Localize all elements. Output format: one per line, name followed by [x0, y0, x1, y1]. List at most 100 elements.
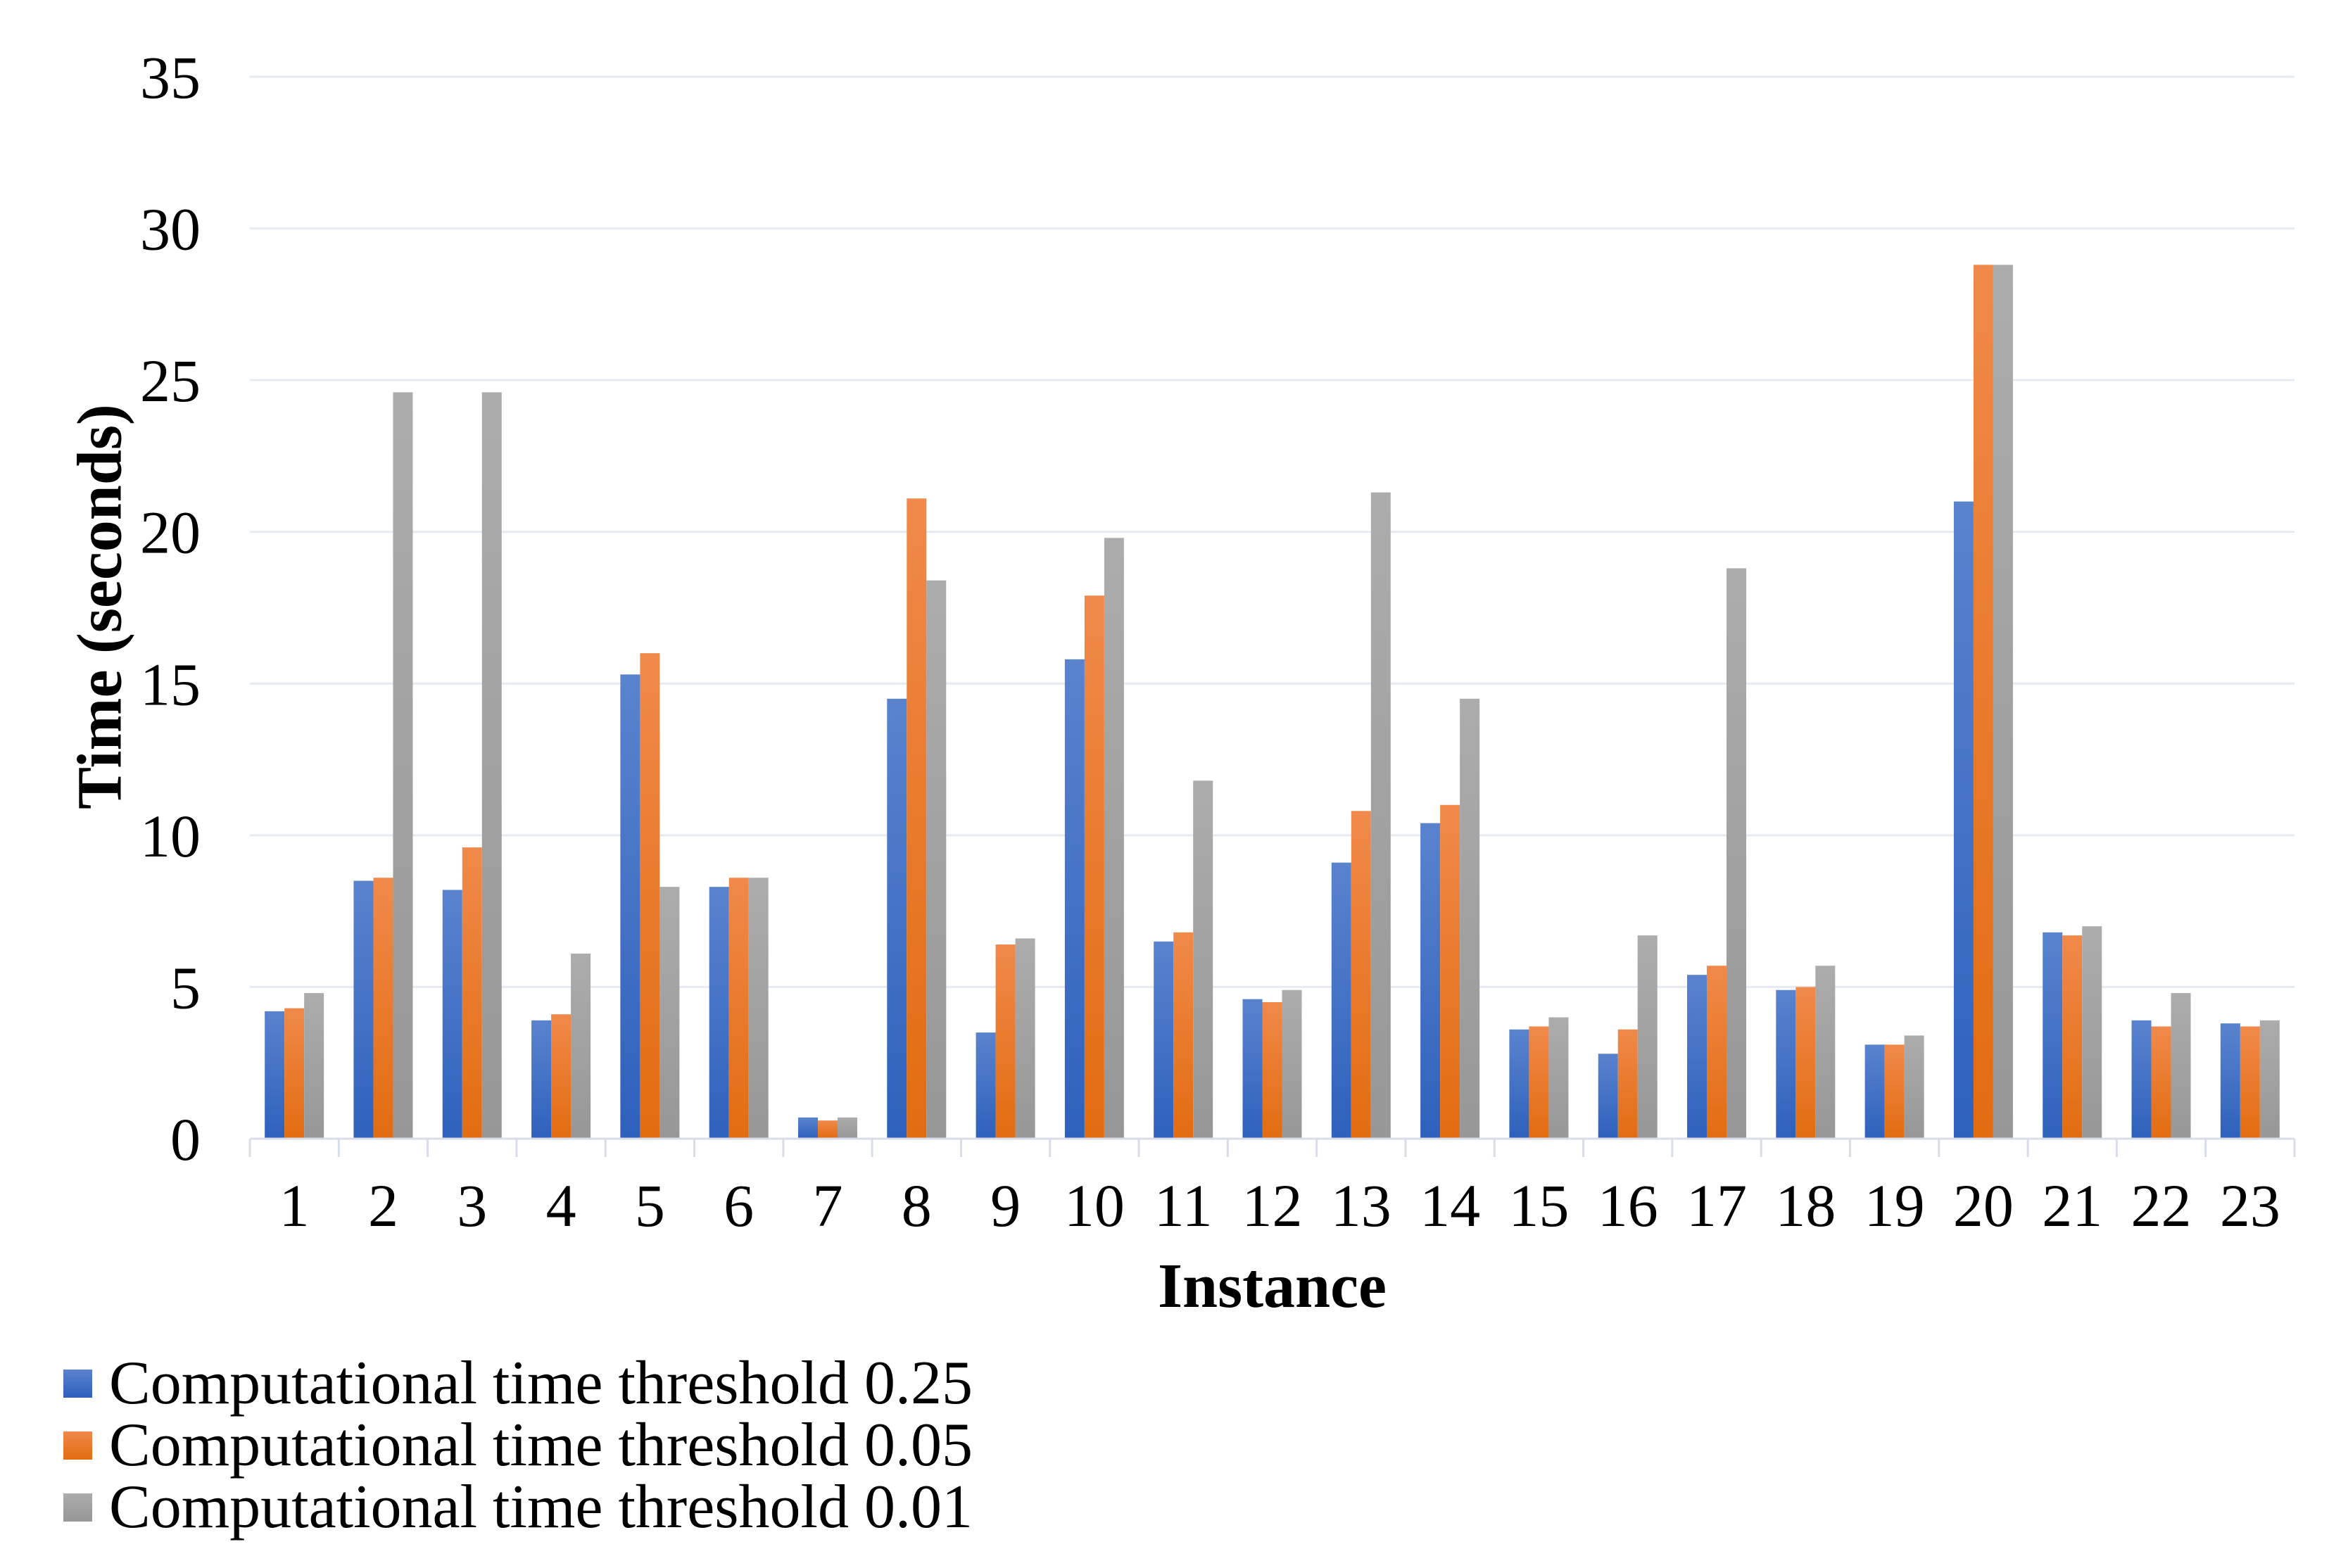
bar-series2-cat18	[1815, 966, 1836, 1139]
bar-series1-cat21	[2062, 935, 2083, 1139]
bar-series0-cat8	[887, 698, 907, 1139]
bar-series0-cat5	[620, 674, 640, 1139]
legend-label: Computational time threshold 0.25	[109, 1349, 973, 1417]
legend-swatch-gray	[63, 1493, 92, 1522]
bar-series0-cat12	[1242, 999, 1263, 1139]
bar-series2-cat10	[1104, 538, 1124, 1139]
bar-series0-cat10	[1064, 659, 1085, 1139]
bar-series2-cat20	[1993, 265, 2013, 1139]
bar-series1-cat17	[1707, 966, 1727, 1139]
bar-series1-cat10	[1084, 595, 1104, 1139]
x-tick-label: 19	[1864, 1172, 1925, 1239]
bar-series2-cat19	[1904, 1035, 1924, 1139]
legend-swatch-blue	[63, 1370, 92, 1398]
x-tick-label: 13	[1331, 1172, 1391, 1239]
bar-series1-cat8	[907, 498, 927, 1139]
x-tick-label: 2	[368, 1172, 398, 1239]
bar-series0-cat23	[2220, 1023, 2240, 1139]
bar-series0-cat7	[797, 1117, 818, 1139]
bar-series0-cat21	[2043, 932, 2063, 1139]
bar-series0-cat18	[1776, 990, 1796, 1139]
y-tick-label: 30	[140, 196, 201, 263]
x-tick-label: 22	[2131, 1172, 2192, 1239]
x-tick-label: 3	[457, 1172, 487, 1239]
bar-series1-cat15	[1529, 1026, 1549, 1139]
bar-series1-cat11	[1173, 932, 1194, 1139]
bar-series1-cat20	[1973, 265, 1993, 1139]
bar-series2-cat3	[481, 392, 502, 1139]
y-tick-label: 5	[170, 954, 201, 1021]
bar-series1-cat5	[640, 653, 660, 1139]
y-tick-label: 20	[140, 499, 201, 567]
y-tick-label: 10	[140, 802, 201, 870]
bar-series1-cat18	[1795, 987, 1816, 1139]
x-tick-label: 18	[1775, 1172, 1836, 1239]
x-tick-label: 20	[1953, 1172, 2014, 1239]
legend-label: Computational time threshold 0.01	[109, 1473, 973, 1541]
bar-series0-cat20	[1953, 501, 1974, 1139]
bar-series2-cat8	[926, 580, 947, 1139]
x-tick-label: 11	[1154, 1172, 1213, 1239]
x-axis-title: Instance	[1157, 1251, 1387, 1321]
bar-series1-cat14	[1440, 804, 1460, 1139]
bar-series1-cat7	[817, 1120, 838, 1139]
bar-series2-cat9	[1015, 938, 1035, 1139]
bar-series2-cat2	[393, 392, 413, 1139]
bar-series2-cat17	[1727, 568, 1747, 1139]
bar-series1-cat4	[551, 1014, 572, 1139]
bar-series1-cat13	[1351, 811, 1371, 1139]
bar-series0-cat6	[709, 887, 729, 1139]
bar-series1-cat19	[1884, 1044, 1905, 1139]
bar-series1-cat16	[1617, 1029, 1638, 1139]
bar-series1-cat12	[1262, 1001, 1282, 1139]
bar-series2-cat15	[1548, 1017, 1569, 1139]
legend-item: Computational time threshold 0.05	[0, 1415, 1408, 1477]
x-tick-label: 7	[812, 1172, 842, 1239]
x-tick-label: 9	[990, 1172, 1021, 1239]
bar-series1-cat1	[284, 1008, 305, 1139]
bar-series1-cat2	[373, 878, 393, 1139]
bar-series2-cat23	[2259, 1020, 2280, 1139]
bar-series0-cat4	[531, 1020, 552, 1139]
y-tick-label: 15	[140, 650, 201, 718]
bar-series0-cat2	[353, 880, 374, 1139]
bar-series2-cat16	[1637, 935, 1658, 1139]
legend-item: Computational time threshold 0.01	[0, 1477, 1408, 1538]
x-tick-label: 15	[1508, 1172, 1569, 1239]
legend: Computational time threshold 0.25 Comput…	[0, 1353, 1408, 1538]
bar-series1-cat22	[2151, 1026, 2171, 1139]
x-tick-label: 4	[546, 1172, 576, 1239]
bar-series0-cat14	[1420, 823, 1441, 1139]
bar-series1-cat6	[728, 878, 749, 1139]
bar-series0-cat3	[442, 890, 462, 1139]
bar-series2-cat22	[2171, 993, 2191, 1139]
bar-series0-cat16	[1598, 1054, 1618, 1139]
legend-item: Computational time threshold 0.25	[0, 1353, 1408, 1415]
bar-series2-cat5	[659, 887, 680, 1139]
bar-series1-cat3	[462, 847, 482, 1139]
bar-series2-cat7	[837, 1117, 857, 1139]
bar-series1-cat9	[995, 944, 1016, 1139]
x-tick-label: 14	[1420, 1172, 1480, 1239]
x-tick-label: 1	[279, 1172, 310, 1239]
x-tick-label: 8	[902, 1172, 932, 1239]
legend-swatch-orange	[63, 1431, 92, 1460]
y-tick-label: 0	[170, 1106, 201, 1173]
x-tick-label: 5	[635, 1172, 665, 1239]
bar-series0-cat15	[1509, 1029, 1529, 1139]
bar-series0-cat17	[1687, 975, 1708, 1139]
x-tick-label: 6	[724, 1172, 754, 1239]
bar-series0-cat19	[1864, 1044, 1885, 1139]
legend-label: Computational time threshold 0.05	[109, 1411, 973, 1479]
bar-series1-cat23	[2240, 1026, 2260, 1139]
bar-series2-cat6	[748, 878, 769, 1139]
bar-series0-cat11	[1154, 941, 1174, 1139]
x-tick-label: 10	[1064, 1172, 1125, 1239]
bar-series0-cat9	[976, 1032, 996, 1139]
x-tick-label: 16	[1598, 1172, 1658, 1239]
x-tick-label: 12	[1242, 1172, 1303, 1239]
bar-series2-cat21	[2082, 926, 2102, 1139]
bar-series0-cat1	[265, 1011, 285, 1139]
y-tick-label: 25	[140, 347, 201, 415]
y-axis-title: Time (seconds)	[65, 404, 135, 809]
